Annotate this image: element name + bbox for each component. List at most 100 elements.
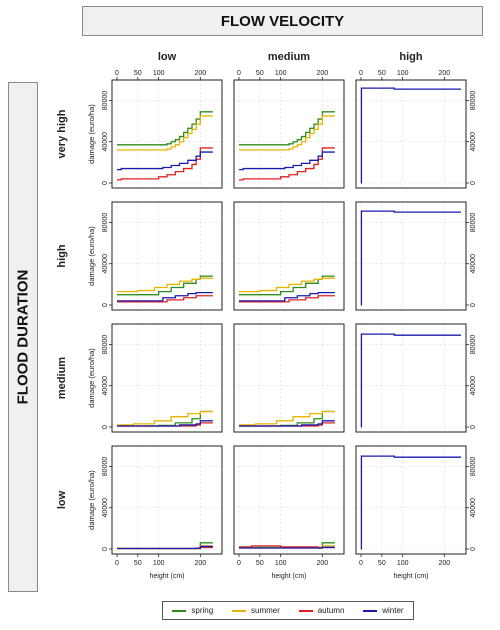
y-tick-label: 40000 bbox=[470, 498, 477, 518]
x-tick-label: 0 bbox=[115, 70, 119, 77]
y-tick-label: 0 bbox=[102, 547, 109, 551]
panel-frame-high-low bbox=[111, 201, 223, 311]
y-axis-label: damage (euro/ha) bbox=[87, 470, 96, 530]
legend-label-autumn: autumn bbox=[317, 606, 345, 615]
y-axis-label: damage (euro/ha) bbox=[87, 348, 96, 408]
series-line-summer bbox=[239, 410, 335, 426]
legend-label-spring: spring bbox=[191, 606, 214, 615]
series-line-winter bbox=[117, 291, 213, 302]
column-label-medium: medium bbox=[268, 51, 310, 63]
series-line-winter bbox=[117, 151, 213, 171]
x-tick-label: 50 bbox=[256, 70, 264, 77]
x-tick-label: 50 bbox=[378, 70, 386, 77]
column-label-low: low bbox=[158, 51, 177, 63]
series-line-summer bbox=[117, 410, 213, 426]
x-tick-label: 200 bbox=[438, 560, 450, 567]
column-label-high: high bbox=[399, 51, 422, 63]
x-tick-label: 200 bbox=[194, 560, 206, 567]
y-tick-label: 40000 bbox=[470, 132, 477, 152]
x-axis-label: height (cm) bbox=[271, 573, 306, 580]
y-tick-label: 80000 bbox=[470, 457, 477, 477]
series-line-winter bbox=[117, 545, 213, 550]
x-tick-label: 0 bbox=[237, 560, 241, 567]
series-line-winter bbox=[239, 420, 335, 427]
y-axis-label: damage (euro/ha) bbox=[87, 104, 96, 164]
legend-label-winter: winter bbox=[382, 606, 404, 615]
legend-item-summer: summer bbox=[232, 606, 280, 615]
flood-duration-header: FLOOD DURATION bbox=[8, 82, 38, 592]
x-tick-label: 50 bbox=[134, 560, 142, 567]
panel-frame-medium-medium bbox=[233, 323, 345, 433]
x-tick-label: 200 bbox=[194, 70, 206, 77]
series-line-autumn bbox=[239, 147, 335, 181]
row-label-low: low bbox=[56, 490, 68, 509]
series-line-summer bbox=[117, 277, 213, 293]
series-line-winter bbox=[239, 151, 335, 171]
series-line-winter bbox=[360, 333, 461, 428]
y-tick-label: 0 bbox=[470, 547, 477, 551]
series-line-autumn bbox=[117, 147, 213, 181]
panel-frame-high-medium bbox=[233, 201, 345, 311]
y-tick-label: 0 bbox=[470, 181, 477, 185]
series-line-winter bbox=[360, 455, 461, 550]
legend: spring summer autumn winter bbox=[162, 601, 414, 620]
y-tick-label: 80000 bbox=[470, 213, 477, 233]
y-tick-label: 80000 bbox=[102, 91, 109, 111]
legend-item-spring: spring bbox=[172, 606, 213, 615]
legend-swatch-autumn bbox=[298, 609, 313, 612]
series-line-winter bbox=[360, 87, 461, 184]
x-tick-label: 200 bbox=[438, 70, 450, 77]
x-tick-label: 100 bbox=[275, 70, 287, 77]
series-line-spring bbox=[117, 111, 213, 146]
series-line-winter bbox=[117, 420, 213, 427]
x-axis-label: height (cm) bbox=[149, 573, 184, 580]
y-tick-label: 40000 bbox=[102, 132, 109, 152]
panel-frame-very-high-low bbox=[111, 79, 223, 189]
y-tick-label: 80000 bbox=[470, 91, 477, 111]
y-tick-label: 40000 bbox=[470, 376, 477, 396]
legend-label-summer: summer bbox=[251, 606, 280, 615]
x-tick-label: 100 bbox=[153, 70, 165, 77]
series-line-autumn bbox=[117, 295, 213, 303]
y-tick-label: 80000 bbox=[102, 335, 109, 355]
series-line-summer bbox=[117, 115, 213, 151]
flow-velocity-header: FLOW VELOCITY bbox=[82, 6, 483, 36]
series-line-winter bbox=[239, 291, 335, 302]
row-label-medium: medium bbox=[56, 357, 68, 399]
row-label-high: high bbox=[56, 244, 68, 267]
panel-frame-medium-high bbox=[355, 323, 467, 433]
x-tick-label: 0 bbox=[359, 70, 363, 77]
x-tick-label: 50 bbox=[134, 70, 142, 77]
y-tick-label: 0 bbox=[470, 303, 477, 307]
x-tick-label: 100 bbox=[397, 560, 409, 567]
y-tick-label: 80000 bbox=[102, 457, 109, 477]
y-tick-label: 0 bbox=[102, 181, 109, 185]
series-line-spring bbox=[239, 111, 335, 146]
legend-item-winter: winter bbox=[363, 606, 404, 615]
panel-frame-very-high-medium bbox=[233, 79, 345, 189]
series-line-winter bbox=[360, 210, 461, 306]
panel-frame-high-high bbox=[355, 201, 467, 311]
flow-velocity-title: FLOW VELOCITY bbox=[220, 12, 345, 30]
x-tick-label: 0 bbox=[237, 70, 241, 77]
y-tick-label: 0 bbox=[102, 425, 109, 429]
legend-swatch-summer bbox=[232, 609, 247, 612]
x-tick-label: 200 bbox=[316, 70, 328, 77]
y-tick-label: 0 bbox=[470, 425, 477, 429]
x-tick-label: 200 bbox=[316, 560, 328, 567]
y-tick-label: 40000 bbox=[470, 254, 477, 274]
row-label-very-high: very high bbox=[56, 109, 68, 158]
series-line-summer bbox=[239, 115, 335, 151]
legend-swatch-spring bbox=[172, 609, 187, 612]
series-line-summer bbox=[239, 277, 335, 293]
y-tick-label: 40000 bbox=[102, 376, 109, 396]
panel-frame-very-high-high bbox=[355, 79, 467, 189]
y-axis-label: damage (euro/ha) bbox=[87, 226, 96, 286]
y-tick-label: 0 bbox=[102, 303, 109, 307]
y-tick-label: 80000 bbox=[102, 213, 109, 233]
x-axis-label: height (cm) bbox=[393, 573, 428, 580]
y-tick-label: 80000 bbox=[470, 335, 477, 355]
series-line-winter bbox=[239, 546, 335, 549]
legend-swatch-winter bbox=[363, 609, 378, 612]
